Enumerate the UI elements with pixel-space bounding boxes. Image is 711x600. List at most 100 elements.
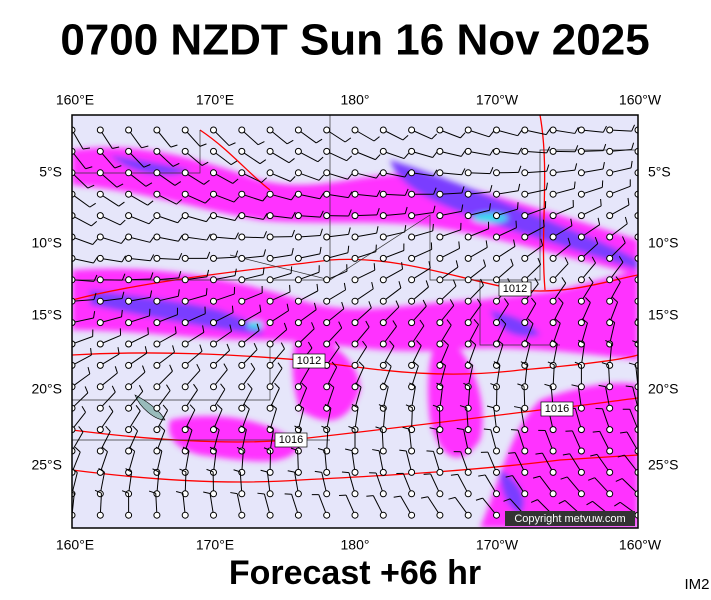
station: [379, 468, 387, 476]
wind-barb: [609, 223, 628, 238]
wind-barb: [326, 289, 346, 302]
station: [294, 404, 302, 412]
station: [238, 276, 246, 284]
station: [521, 426, 529, 434]
station: [153, 276, 161, 284]
station: [181, 297, 189, 305]
wind-barb: [468, 209, 490, 217]
wind-barb: [156, 430, 166, 452]
isobar-label: 1012: [503, 283, 527, 295]
wind-barb: [439, 305, 455, 323]
wind-barb: [135, 405, 141, 412]
station: [521, 233, 529, 241]
station: [606, 212, 614, 220]
wind-barb: [220, 383, 226, 390]
wind-barb: [241, 368, 256, 388]
station: [464, 233, 472, 241]
station: [493, 169, 500, 177]
station: [577, 254, 585, 262]
wind-barb: [449, 299, 455, 306]
wind-barb: [184, 471, 187, 494]
station: [96, 212, 104, 220]
wind-barb: [99, 493, 102, 516]
wind-barb: [99, 391, 116, 409]
wind-barb: [439, 247, 460, 259]
wind-barb: [409, 382, 416, 387]
wind-barb: [185, 294, 207, 302]
station: [238, 383, 246, 391]
wind-barb: [467, 265, 486, 281]
wind-barb: [375, 472, 384, 494]
wind-barb: [567, 237, 571, 245]
wind-barb: [467, 344, 477, 366]
wind-barb: [431, 133, 438, 140]
wind-barb: [660, 123, 663, 130]
wind-barb: [404, 170, 410, 178]
wind-barb: [354, 232, 377, 238]
station: [266, 147, 274, 155]
wind-barb: [389, 340, 395, 347]
wind-barb: [298, 328, 315, 345]
wind-barb: [267, 425, 274, 430]
lat-label: 10°S: [648, 235, 679, 251]
wind-barb: [294, 472, 299, 494]
wind-barb: [128, 172, 147, 187]
lon-label: 160°W: [619, 92, 662, 108]
station: [294, 468, 302, 476]
wind-barb: [524, 226, 545, 238]
wind-barb: [554, 318, 561, 324]
station: [606, 254, 614, 262]
wind-barb: [149, 290, 153, 298]
station: [153, 147, 161, 155]
wind-barb: [128, 193, 148, 206]
station: [379, 426, 387, 434]
station: [464, 126, 472, 134]
wind-barb: [375, 154, 381, 160]
wind-barb: [203, 491, 211, 494]
station: [577, 297, 585, 305]
station: [351, 340, 359, 348]
wind-barb: [213, 429, 220, 452]
wind-barb: [213, 215, 236, 222]
wind-barb: [213, 193, 235, 203]
wind-barb: [514, 406, 522, 409]
station: [493, 147, 500, 155]
station: [408, 297, 416, 305]
wind-barb: [609, 322, 616, 345]
wind-barb: [490, 383, 498, 387]
station: [266, 319, 274, 327]
station: [408, 340, 416, 348]
wind-barb: [269, 429, 275, 452]
wind-barb: [439, 229, 461, 238]
station: [379, 297, 387, 305]
wind-barb: [184, 313, 206, 324]
station: [493, 190, 500, 198]
wind-barb: [581, 186, 603, 195]
station: [577, 276, 585, 284]
wind-barb: [206, 251, 211, 259]
wind-barb: [177, 289, 180, 297]
wind-barb: [402, 134, 409, 141]
wind-barb: [286, 303, 290, 311]
wind-barb: [354, 193, 377, 197]
wind-barb: [206, 233, 211, 241]
wind-barb: [460, 150, 466, 157]
station: [238, 361, 246, 369]
wind-barb: [524, 207, 546, 217]
lat-label: 15°S: [648, 307, 679, 323]
wind-barb: [241, 273, 264, 281]
station: [521, 447, 529, 455]
station: [436, 361, 444, 369]
wind-barb: [446, 319, 452, 326]
wind-barb: [430, 473, 441, 495]
station: [238, 126, 246, 134]
wind-barb: [581, 243, 599, 259]
station: [294, 233, 302, 241]
wind-barb: [72, 215, 92, 227]
wind-barb: [100, 353, 120, 366]
wind-barb: [241, 236, 264, 239]
wind-barb: [291, 494, 299, 516]
wind-barb: [411, 212, 434, 217]
wind-barb: [298, 129, 317, 144]
wind-barb: [527, 318, 534, 324]
